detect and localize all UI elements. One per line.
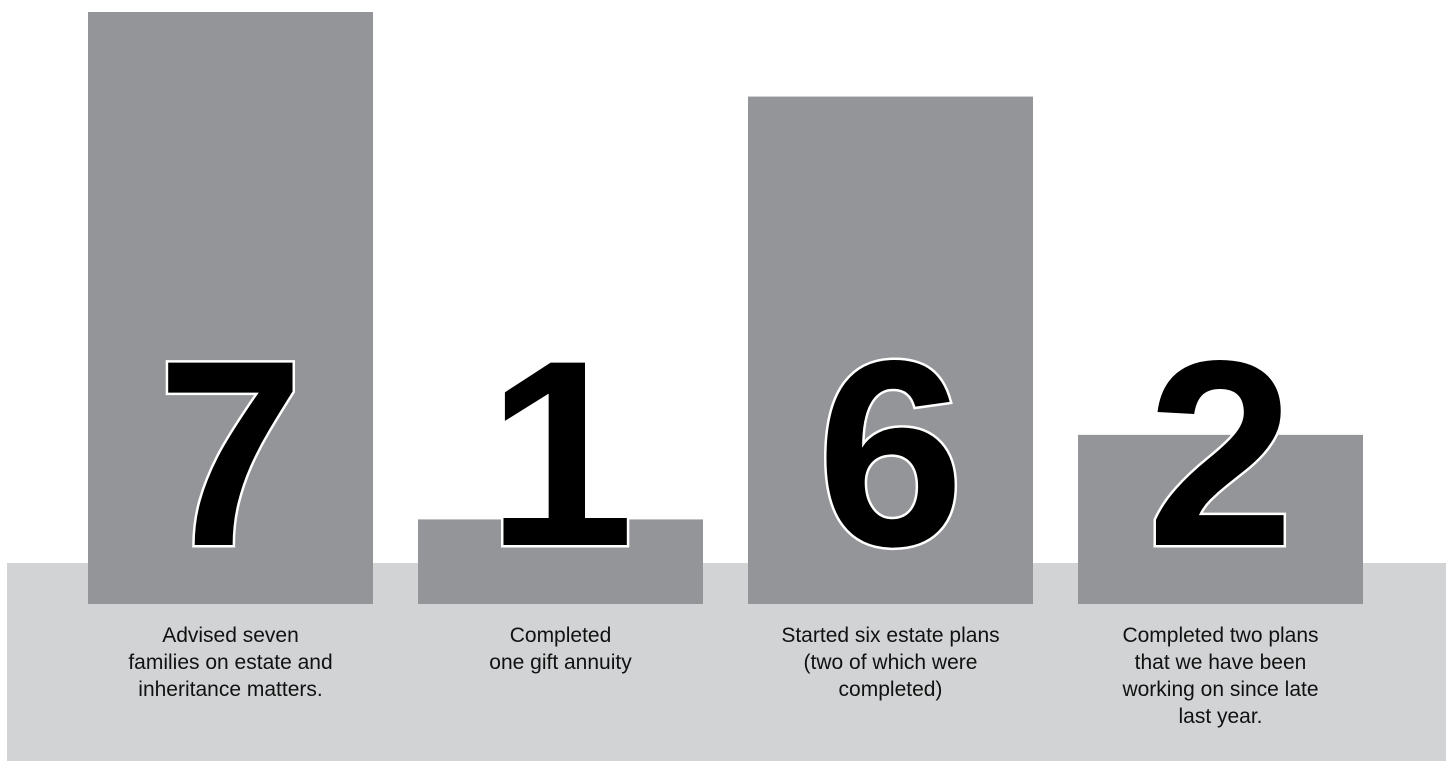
bars-group — [88, 12, 1363, 605]
caption-3-line-1: Started six estate plans — [781, 624, 999, 647]
caption-1-line-2: families on estate and — [128, 651, 332, 674]
caption-4-line-2: that we have been — [1135, 651, 1307, 674]
caption-4-line-4: last year. — [1178, 705, 1262, 728]
captions-group: Advised seven families on estate and inher… — [128, 624, 1318, 728]
bar-1 — [88, 12, 373, 604]
caption-3-line-2: (two of which were — [804, 651, 978, 674]
bar-4 — [1078, 434, 1363, 604]
caption-2-line-2: one gift annuity — [489, 651, 632, 674]
caption-1-line-1: Advised seven — [162, 624, 299, 647]
caption-4-line-3: working on since late — [1121, 678, 1318, 701]
value-label-1: 7 — [157, 306, 304, 602]
bar-2 — [418, 519, 703, 604]
caption-3-line-3: completed) — [839, 678, 943, 701]
value-label-4: 2 — [1147, 306, 1294, 602]
value-label-3: 6 — [817, 306, 964, 602]
caption-1-line-3: inheritance matters. — [138, 678, 322, 701]
bar-3 — [748, 96, 1033, 605]
caption-4-line-1: Completed two plans — [1122, 624, 1318, 647]
value-label-2: 1 — [487, 306, 634, 602]
caption-2-line-1: Completed — [510, 624, 612, 647]
